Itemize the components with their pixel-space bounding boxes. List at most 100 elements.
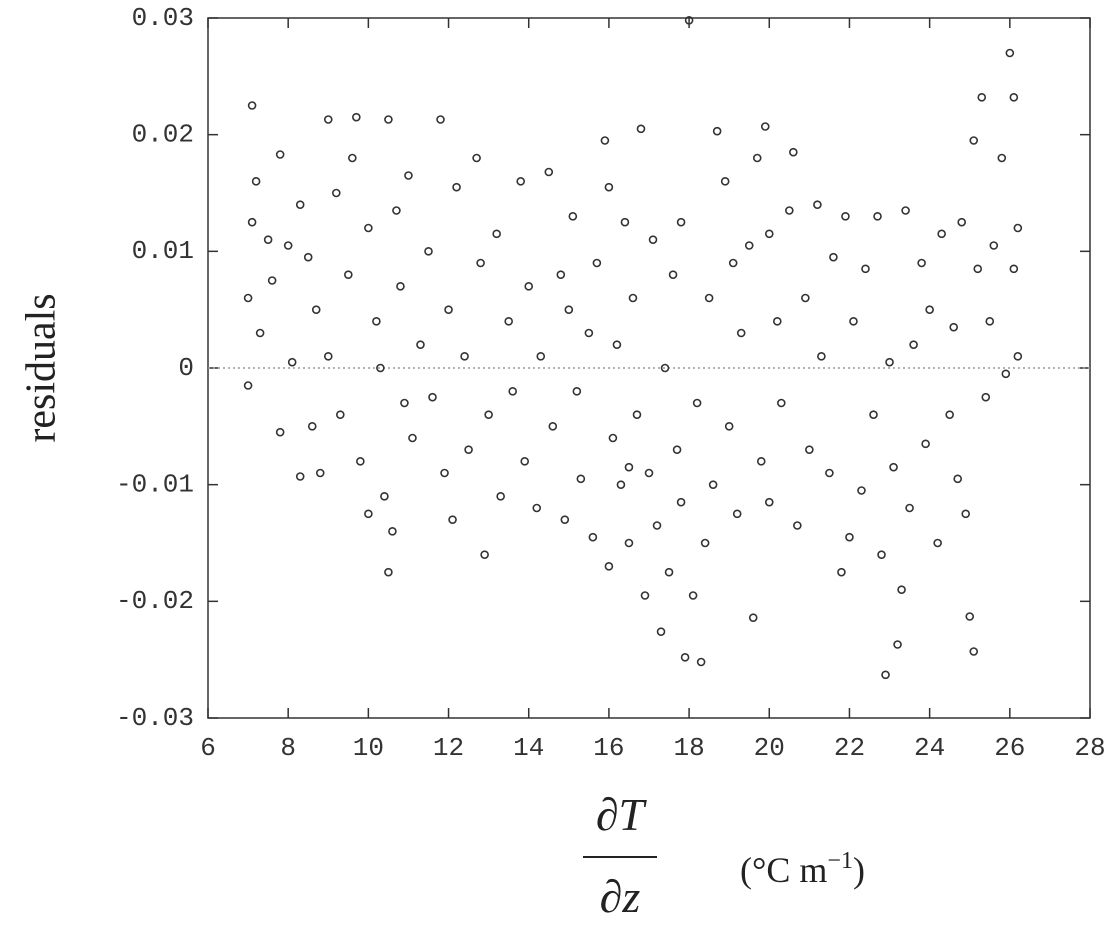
point (620, 217, 630, 227)
point (560, 515, 570, 524)
point (1005, 48, 1015, 58)
x-label-numerator: ∂T (596, 789, 648, 840)
point (424, 247, 433, 256)
point (275, 150, 285, 159)
x-tick-label: 6 (200, 733, 216, 763)
x-label-unit: (°C m−1) (740, 848, 865, 890)
point (893, 640, 902, 649)
x-tick-label: 18 (673, 733, 704, 763)
point (1009, 264, 1019, 274)
point (364, 509, 373, 519)
point (636, 124, 646, 134)
point (356, 457, 365, 466)
point (676, 497, 686, 507)
point (1009, 93, 1019, 102)
point (917, 258, 926, 268)
point (323, 352, 333, 361)
point (989, 241, 999, 250)
point (997, 153, 1007, 163)
point (973, 264, 983, 274)
point (969, 647, 979, 656)
point (380, 492, 389, 501)
point (335, 410, 345, 419)
point (664, 567, 674, 577)
point (472, 153, 481, 163)
point (283, 241, 293, 250)
point (588, 532, 598, 542)
point (857, 486, 866, 495)
point (480, 550, 489, 559)
point (764, 497, 774, 507)
point (572, 387, 582, 396)
x-tick-label: 12 (433, 733, 464, 763)
point (496, 492, 505, 501)
point (845, 532, 854, 542)
point (756, 457, 766, 466)
point (712, 126, 722, 136)
point (460, 352, 469, 361)
point (813, 200, 822, 209)
point (704, 293, 714, 303)
point (247, 217, 257, 227)
point (1001, 369, 1011, 379)
point (267, 276, 277, 285)
point (708, 480, 718, 489)
point (251, 177, 261, 186)
point (672, 445, 682, 454)
x-tick-label: 24 (914, 733, 945, 763)
point (608, 433, 618, 443)
point (776, 398, 786, 408)
point (720, 177, 730, 186)
point (961, 509, 971, 519)
unit-close: ) (853, 850, 865, 890)
point (937, 229, 946, 239)
point (829, 252, 838, 262)
point (877, 550, 886, 559)
x-tick-label: 20 (754, 733, 785, 763)
point (311, 305, 321, 314)
point (949, 322, 958, 332)
y-tick-label: 0 (178, 353, 194, 383)
point (909, 340, 918, 349)
x-tick-label: 10 (353, 733, 384, 763)
point (544, 167, 554, 177)
point (881, 670, 890, 680)
point (464, 445, 473, 454)
point (849, 317, 858, 326)
point (957, 217, 967, 227)
point (536, 352, 546, 361)
point (384, 115, 393, 124)
point (604, 562, 614, 571)
x-tick-label: 28 (1074, 733, 1105, 763)
point (676, 217, 686, 227)
point (889, 462, 898, 472)
point (825, 468, 834, 478)
point (692, 398, 702, 408)
point (648, 235, 658, 244)
point (255, 328, 265, 338)
point (315, 468, 325, 478)
point (452, 182, 461, 192)
point (905, 503, 914, 513)
point (400, 398, 409, 408)
point (785, 206, 794, 215)
point (684, 16, 694, 25)
point (476, 258, 485, 268)
y-tick-label: 0.01 (132, 236, 194, 266)
point (307, 422, 317, 431)
point (921, 439, 930, 449)
point (652, 521, 662, 530)
y-axis-label: residuals (19, 293, 65, 442)
point (624, 538, 634, 548)
point (696, 657, 706, 667)
point (985, 317, 995, 326)
point (344, 270, 353, 279)
point (243, 381, 253, 390)
point (564, 305, 574, 314)
point (612, 340, 622, 349)
point (396, 282, 405, 291)
x-tick-label: 14 (513, 733, 544, 763)
point (372, 317, 381, 326)
point (275, 427, 285, 437)
